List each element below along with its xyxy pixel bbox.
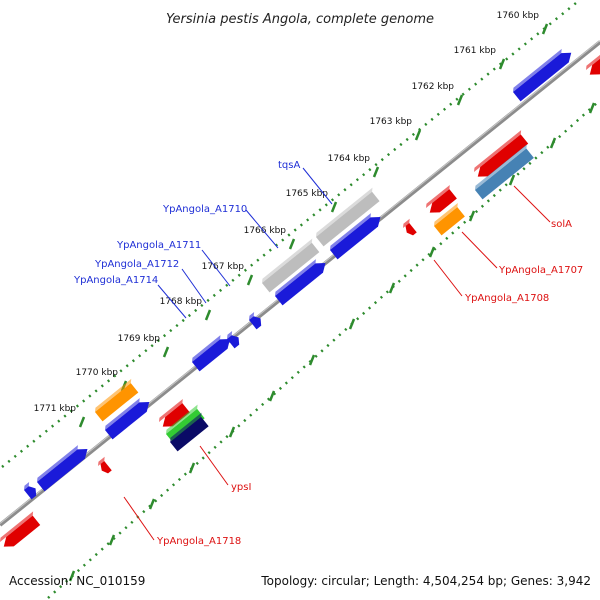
label-leader-line	[513, 185, 551, 223]
gene-features	[0, 48, 600, 547]
tick-label: 1771 kbp	[34, 404, 77, 414]
tick-label: 1760 kbp	[497, 11, 540, 21]
label-leader-line	[157, 284, 187, 319]
tick-major-inner	[388, 282, 396, 294]
gene-label-YpAngola_A1711: YpAngola_A1711	[116, 240, 201, 251]
gene-label-solA: solA	[551, 219, 572, 230]
tick-major-outer	[456, 94, 464, 106]
tick-major-inner	[508, 174, 516, 186]
tick-marks	[68, 23, 596, 582]
tick-label: 1763 kbp	[370, 117, 413, 127]
tick-major-inner	[468, 210, 476, 222]
gene-arrow-fwd-small	[24, 482, 37, 500]
gene-arrow-reverse-top	[586, 53, 600, 75]
gene-label-YpAngola_A1707: YpAngola_A1707	[498, 265, 583, 276]
inner-tick-track	[47, 101, 599, 599]
tick-major-outer	[204, 309, 212, 321]
accession-text: Accession: NC_010159	[9, 574, 145, 588]
tick-label: 1768 kbp	[160, 297, 203, 307]
tick-major-outer	[330, 201, 338, 213]
tick-major-inner	[308, 354, 316, 366]
tick-major-inner	[268, 390, 276, 402]
gene-arrow-YpAngola_A1707	[426, 184, 457, 213]
gene-arrow-YpAngola_A1718	[0, 511, 41, 547]
gene-block-orange-rev	[434, 202, 465, 236]
tick-major-inner	[588, 102, 596, 114]
tick-major-outer	[414, 129, 422, 141]
tick-major-outer	[498, 58, 506, 70]
gene-arrow-YpAngola_A1714	[192, 335, 231, 372]
gene-arrow-YpAngola_A1712	[227, 331, 240, 349]
gene-arrow-fwd-2	[105, 398, 150, 440]
tick-major-outer	[372, 166, 380, 178]
tick-major-inner	[148, 498, 156, 510]
tick-label: 1761 kbp	[454, 46, 497, 56]
tick-major-inner	[348, 318, 356, 330]
label-leaders	[123, 167, 551, 541]
tick-label: 1762 kbp	[412, 82, 455, 92]
tick-label: 1769 kbp	[118, 334, 161, 344]
gene-arrow-YpAngola_A1710	[275, 259, 326, 306]
gene-arrow-YpAngola_A1708	[403, 218, 417, 236]
gene-label-ypsI: ypsI	[231, 482, 251, 493]
tick-major-outer	[78, 416, 86, 428]
label-leader-line	[199, 445, 229, 486]
label-leader-line	[433, 259, 463, 297]
gene-block-gray-2	[262, 238, 320, 293]
tick-major-inner	[549, 137, 557, 149]
gene-block-steelblue	[475, 144, 534, 200]
gene-label-YpAngola_A1714: YpAngola_A1714	[73, 275, 158, 286]
gene-arrow-tqsA	[330, 213, 381, 260]
map-title: Yersinia pestis Angola, complete genome	[166, 12, 434, 27]
tick-major-inner	[108, 534, 116, 546]
tick-major-inner	[68, 570, 76, 582]
tick-major-inner	[188, 462, 196, 474]
label-leader-line	[245, 209, 279, 249]
tick-label: 1766 kbp	[244, 226, 287, 236]
label-leader-line	[201, 249, 231, 287]
gene-label-YpAngola_A1718: YpAngola_A1718	[156, 536, 241, 547]
gene-label-YpAngola_A1710: YpAngola_A1710	[162, 204, 247, 215]
gene-block-gray-1	[316, 187, 380, 247]
gene-block-orange-fwd	[95, 378, 139, 422]
tick-major-outer	[541, 23, 549, 35]
genome-summary-text: Topology: circular; Length: 4,504,254 bp…	[260, 574, 591, 588]
gene-label-YpAngola_A1712: YpAngola_A1712	[94, 259, 179, 270]
gene-label-YpAngola_A1708: YpAngola_A1708	[464, 293, 549, 304]
gene-arrow-rev-red	[159, 398, 190, 427]
tick-label: 1764 kbp	[328, 154, 371, 164]
tick-major-inner	[428, 246, 436, 258]
outer-tick-track	[1, 2, 577, 468]
tick-label: 1770 kbp	[76, 368, 119, 378]
tick-major-outer	[246, 274, 254, 286]
tick-label: 1765 kbp	[286, 189, 329, 199]
label-leader-line	[302, 167, 333, 205]
label-leader-line	[123, 496, 155, 541]
label-leader-line	[181, 268, 207, 304]
gene-arrow-fwd-3	[37, 445, 88, 492]
gene-arrow-YpAngola_A1711	[249, 312, 262, 330]
gene-block-navy	[170, 412, 209, 452]
gene-label-tqsA: tqsA	[278, 160, 300, 171]
tick-major-outer	[288, 238, 296, 250]
gene-arrow-solA	[474, 130, 529, 177]
tick-major-outer	[162, 346, 170, 358]
tick-major-inner	[228, 426, 236, 438]
gene-arrow-forward	[513, 48, 572, 102]
label-leader-line	[461, 231, 498, 269]
gene-arrow-ypsI	[98, 456, 112, 474]
tick-label: 1767 kbp	[202, 262, 245, 272]
tick-labels: 1760 kbp 1761 kbp 1762 kbp 1763 kbp 1764 kbp…	[34, 11, 540, 414]
